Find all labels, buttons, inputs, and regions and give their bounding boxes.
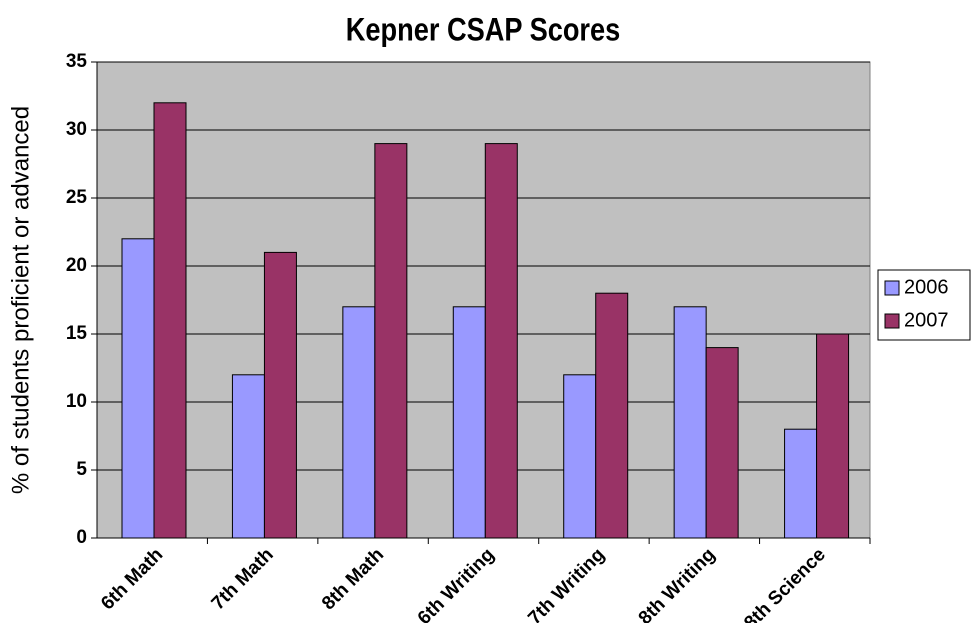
bar [342,306,376,539]
bar [263,251,297,539]
y-tick-label: 30 [66,119,87,140]
bar [452,306,486,539]
x-tick-label: 8th Math [318,544,388,614]
y-tick-label: 25 [66,187,88,208]
y-tick-label: 20 [66,255,87,276]
y-tick-label: 10 [66,391,87,412]
bar [784,428,818,539]
y-tick-label: 35 [66,51,88,72]
bar [563,374,597,539]
x-tick-label: 7th Writing [524,544,609,623]
x-tick-label: 7th Math [208,544,278,614]
bar [484,143,518,539]
bar [673,306,707,539]
x-tick-label: 8th Science [740,544,830,623]
bar [121,238,155,539]
legend-label: 2007 [904,309,949,331]
bar [816,333,850,539]
legend-label: 2006 [904,276,949,298]
bar [374,143,408,539]
bar [231,374,265,539]
legend-swatch [884,313,900,329]
bar [705,347,739,539]
x-tick-label: 8th Writing [635,544,720,623]
y-tick-label: 5 [76,459,87,480]
x-tick-label: 6th Math [97,544,167,614]
y-tick-label: 15 [66,323,88,344]
bar [595,292,629,539]
y-tick-label: 0 [76,527,87,548]
y-axis-label: % of students proficient or advanced [7,106,34,494]
x-tick-label: 6th Writing [414,544,499,623]
legend-swatch [884,280,900,296]
chart-title: Kepner CSAP Scores [346,12,621,48]
bar [153,102,187,539]
